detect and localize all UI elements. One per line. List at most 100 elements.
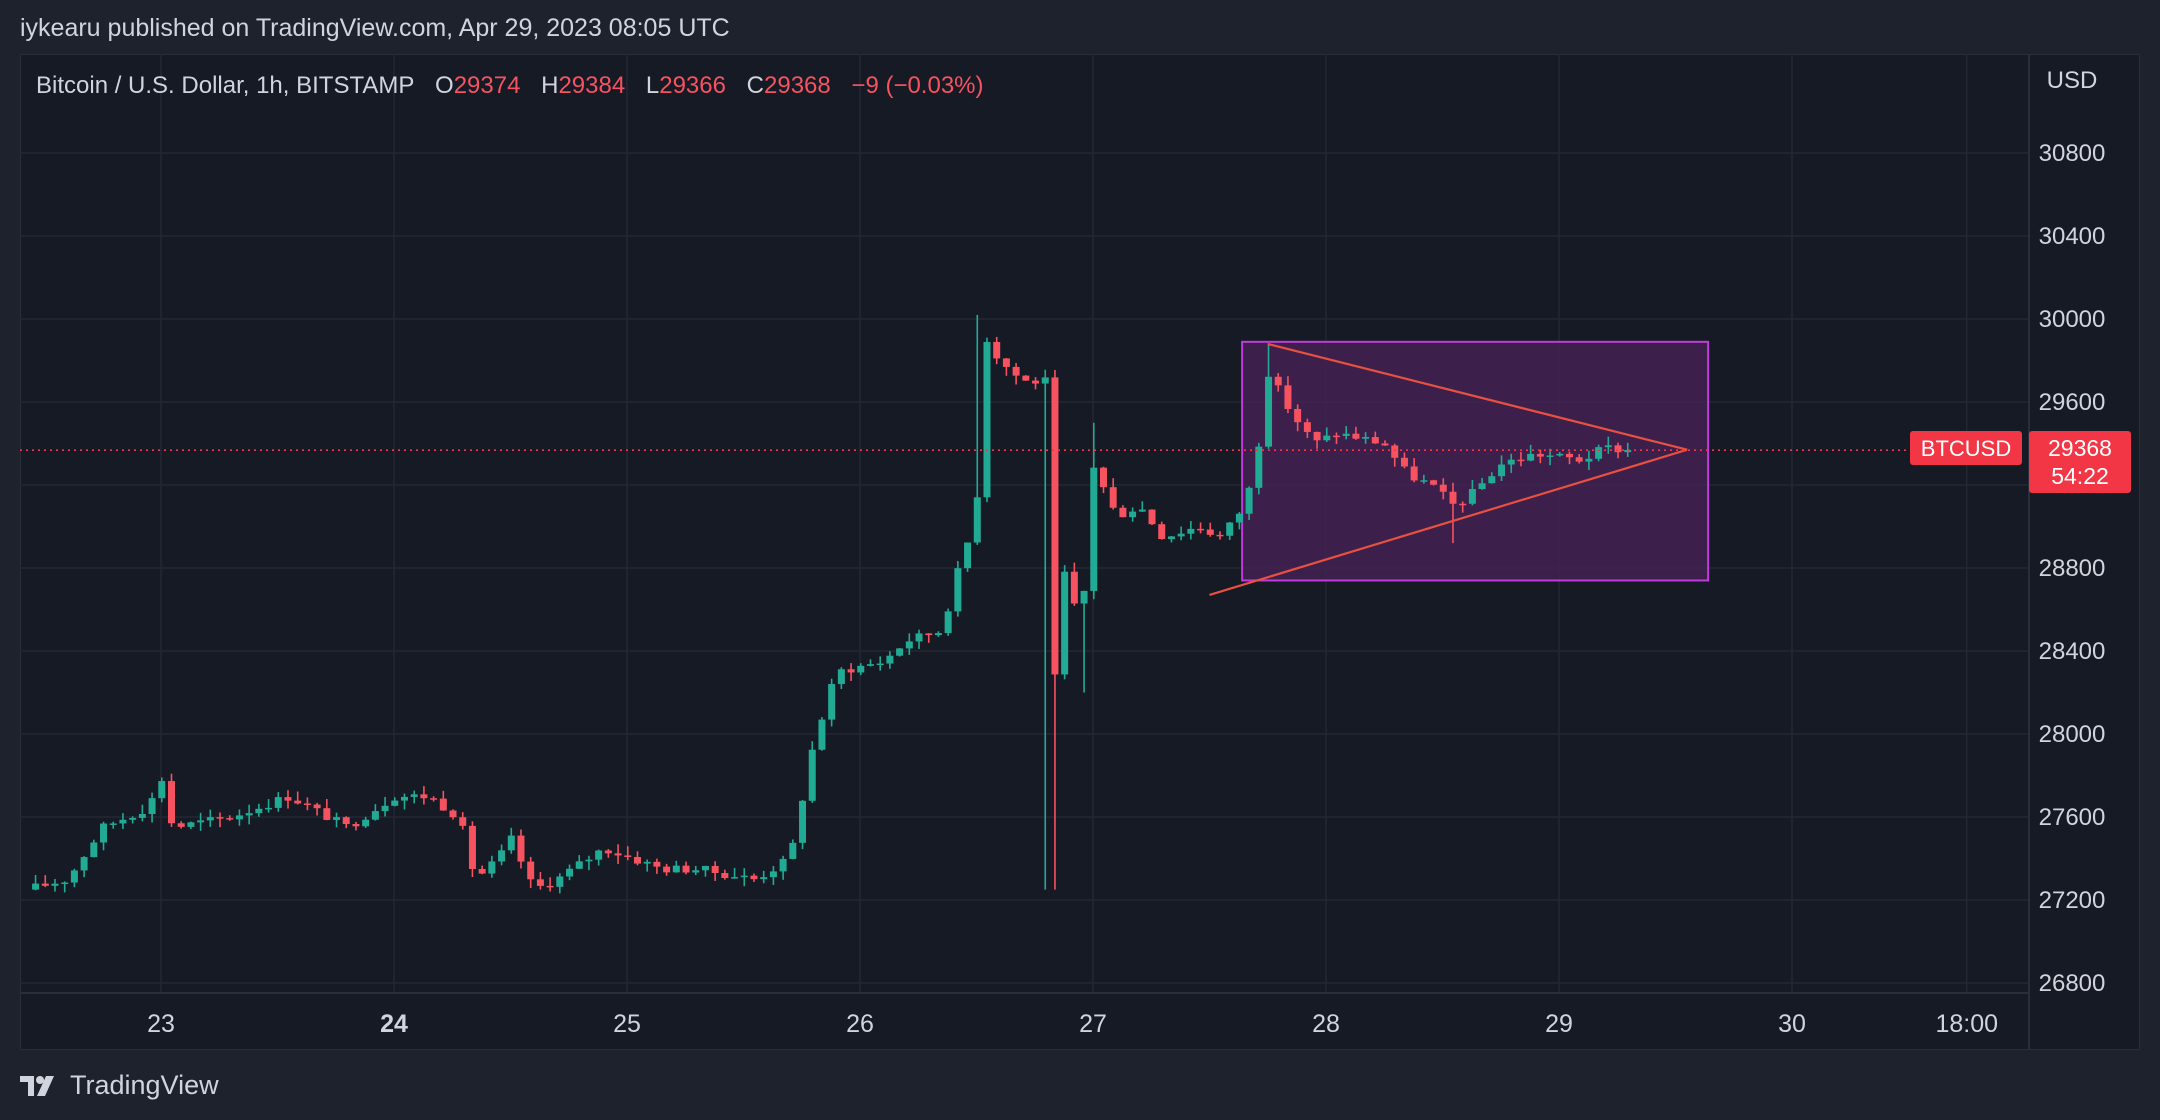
candle-body bbox=[1595, 447, 1603, 459]
chart-frame bbox=[20, 54, 2140, 1050]
candle-body bbox=[993, 341, 1001, 359]
candle-body bbox=[905, 641, 913, 649]
candle-body bbox=[896, 648, 904, 656]
last-price-label: 29368 bbox=[2048, 435, 2112, 461]
candle-body bbox=[303, 803, 311, 805]
brand[interactable]: TradingView bbox=[20, 1070, 219, 1101]
candle-body bbox=[1420, 480, 1428, 482]
candle-body bbox=[769, 871, 777, 878]
open-value: 29374 bbox=[453, 72, 521, 99]
candle-body bbox=[808, 749, 816, 801]
symbol-tag-label: BTCUSD bbox=[1921, 436, 2011, 461]
candle-body bbox=[653, 861, 661, 867]
candle-body bbox=[517, 835, 525, 862]
candle-body bbox=[274, 797, 282, 808]
y-tick-label: 30400 bbox=[2039, 223, 2106, 250]
candle-body bbox=[478, 869, 486, 874]
candle-body bbox=[779, 858, 787, 872]
candle-body bbox=[323, 808, 331, 820]
candle-body bbox=[449, 810, 457, 818]
candle-body bbox=[692, 870, 700, 873]
symbol-tag-bg bbox=[1910, 431, 2022, 465]
y-tick-label: 28800 bbox=[2039, 555, 2106, 582]
candle-body bbox=[750, 875, 758, 880]
candle-body bbox=[400, 796, 408, 801]
candle-body bbox=[944, 611, 952, 634]
candle-body bbox=[886, 655, 894, 664]
candle-body bbox=[381, 805, 389, 812]
candle-body bbox=[1022, 375, 1030, 381]
ohlc-legend: Bitcoin / U.S. Dollar, 1h, BITSTAMP O293… bbox=[36, 72, 984, 100]
candle-body bbox=[711, 865, 719, 874]
candle-body bbox=[255, 808, 263, 814]
candle-body bbox=[235, 815, 243, 820]
candle-body bbox=[1430, 480, 1438, 485]
y-tick-label: 27600 bbox=[2039, 804, 2106, 831]
candle-body bbox=[731, 877, 739, 879]
candle-body bbox=[1070, 571, 1078, 604]
x-tick-label: 24 bbox=[380, 1010, 408, 1038]
candle-body bbox=[439, 798, 447, 811]
candle-body bbox=[983, 341, 991, 498]
y-tick-label: 29600 bbox=[2039, 389, 2106, 416]
brand-name: TradingView bbox=[70, 1070, 219, 1100]
candle-body bbox=[1449, 491, 1457, 504]
candle-body bbox=[1381, 443, 1389, 446]
top-bar: iykearu published on TradingView.com, Ap… bbox=[0, 0, 2160, 54]
candle-body bbox=[915, 633, 923, 642]
candle-body bbox=[585, 859, 593, 862]
candle-body bbox=[934, 633, 942, 636]
candle-body bbox=[1527, 453, 1535, 461]
candle-body bbox=[1255, 446, 1263, 488]
candle-body bbox=[1061, 571, 1069, 675]
candle-body bbox=[1274, 376, 1282, 386]
overlay-layer bbox=[20, 342, 1910, 597]
candle-body bbox=[245, 813, 253, 816]
candle-body bbox=[1556, 453, 1564, 456]
candle-body bbox=[566, 868, 574, 877]
low-value: 29366 bbox=[659, 72, 726, 99]
candle-body bbox=[187, 822, 195, 827]
candle-body bbox=[468, 825, 476, 870]
y-tick-label: 30000 bbox=[2039, 306, 2106, 333]
candle-body bbox=[633, 857, 641, 864]
range-box-layer bbox=[1241, 340, 1710, 582]
candle-body bbox=[391, 800, 399, 806]
candle-body bbox=[216, 817, 224, 819]
candle-body bbox=[371, 811, 379, 820]
candle-body bbox=[799, 800, 807, 843]
candle-body bbox=[158, 781, 166, 799]
candle-body bbox=[604, 850, 612, 854]
last-price-layer: BTCUSD 29368 54:22 bbox=[1910, 431, 2131, 493]
candle-body bbox=[1624, 449, 1632, 453]
candle-body bbox=[294, 800, 302, 804]
candle-body bbox=[313, 804, 321, 809]
candle-body bbox=[100, 823, 108, 843]
candle-body bbox=[857, 665, 865, 673]
candle-body bbox=[954, 568, 962, 612]
candle-body bbox=[1226, 522, 1234, 536]
y-tick-label: 26800 bbox=[2039, 970, 2106, 997]
candle-body bbox=[536, 879, 544, 886]
low-label: L bbox=[645, 72, 660, 99]
published-caption: iykearu published on TradingView.com, Ap… bbox=[20, 14, 730, 42]
candle-body bbox=[1332, 435, 1340, 438]
change-value: −9 (−0.03%) bbox=[851, 72, 984, 99]
candle-body bbox=[1585, 458, 1593, 462]
candle-body bbox=[672, 865, 680, 873]
candle-body bbox=[527, 861, 535, 880]
candle-body bbox=[1002, 358, 1010, 367]
candle-body bbox=[1167, 536, 1175, 540]
range-box bbox=[1241, 340, 1710, 582]
candle-body bbox=[973, 497, 981, 543]
last-price-tag-bg bbox=[2029, 431, 2131, 493]
candle-body bbox=[847, 669, 855, 673]
candle-body bbox=[1051, 377, 1059, 675]
high-label: H bbox=[541, 72, 559, 99]
x-tick-label: 25 bbox=[613, 1010, 641, 1038]
candle-body bbox=[614, 853, 622, 856]
candle-body bbox=[70, 870, 78, 883]
candle-body bbox=[1197, 528, 1205, 531]
y-tick-label: 28000 bbox=[2039, 721, 2106, 748]
